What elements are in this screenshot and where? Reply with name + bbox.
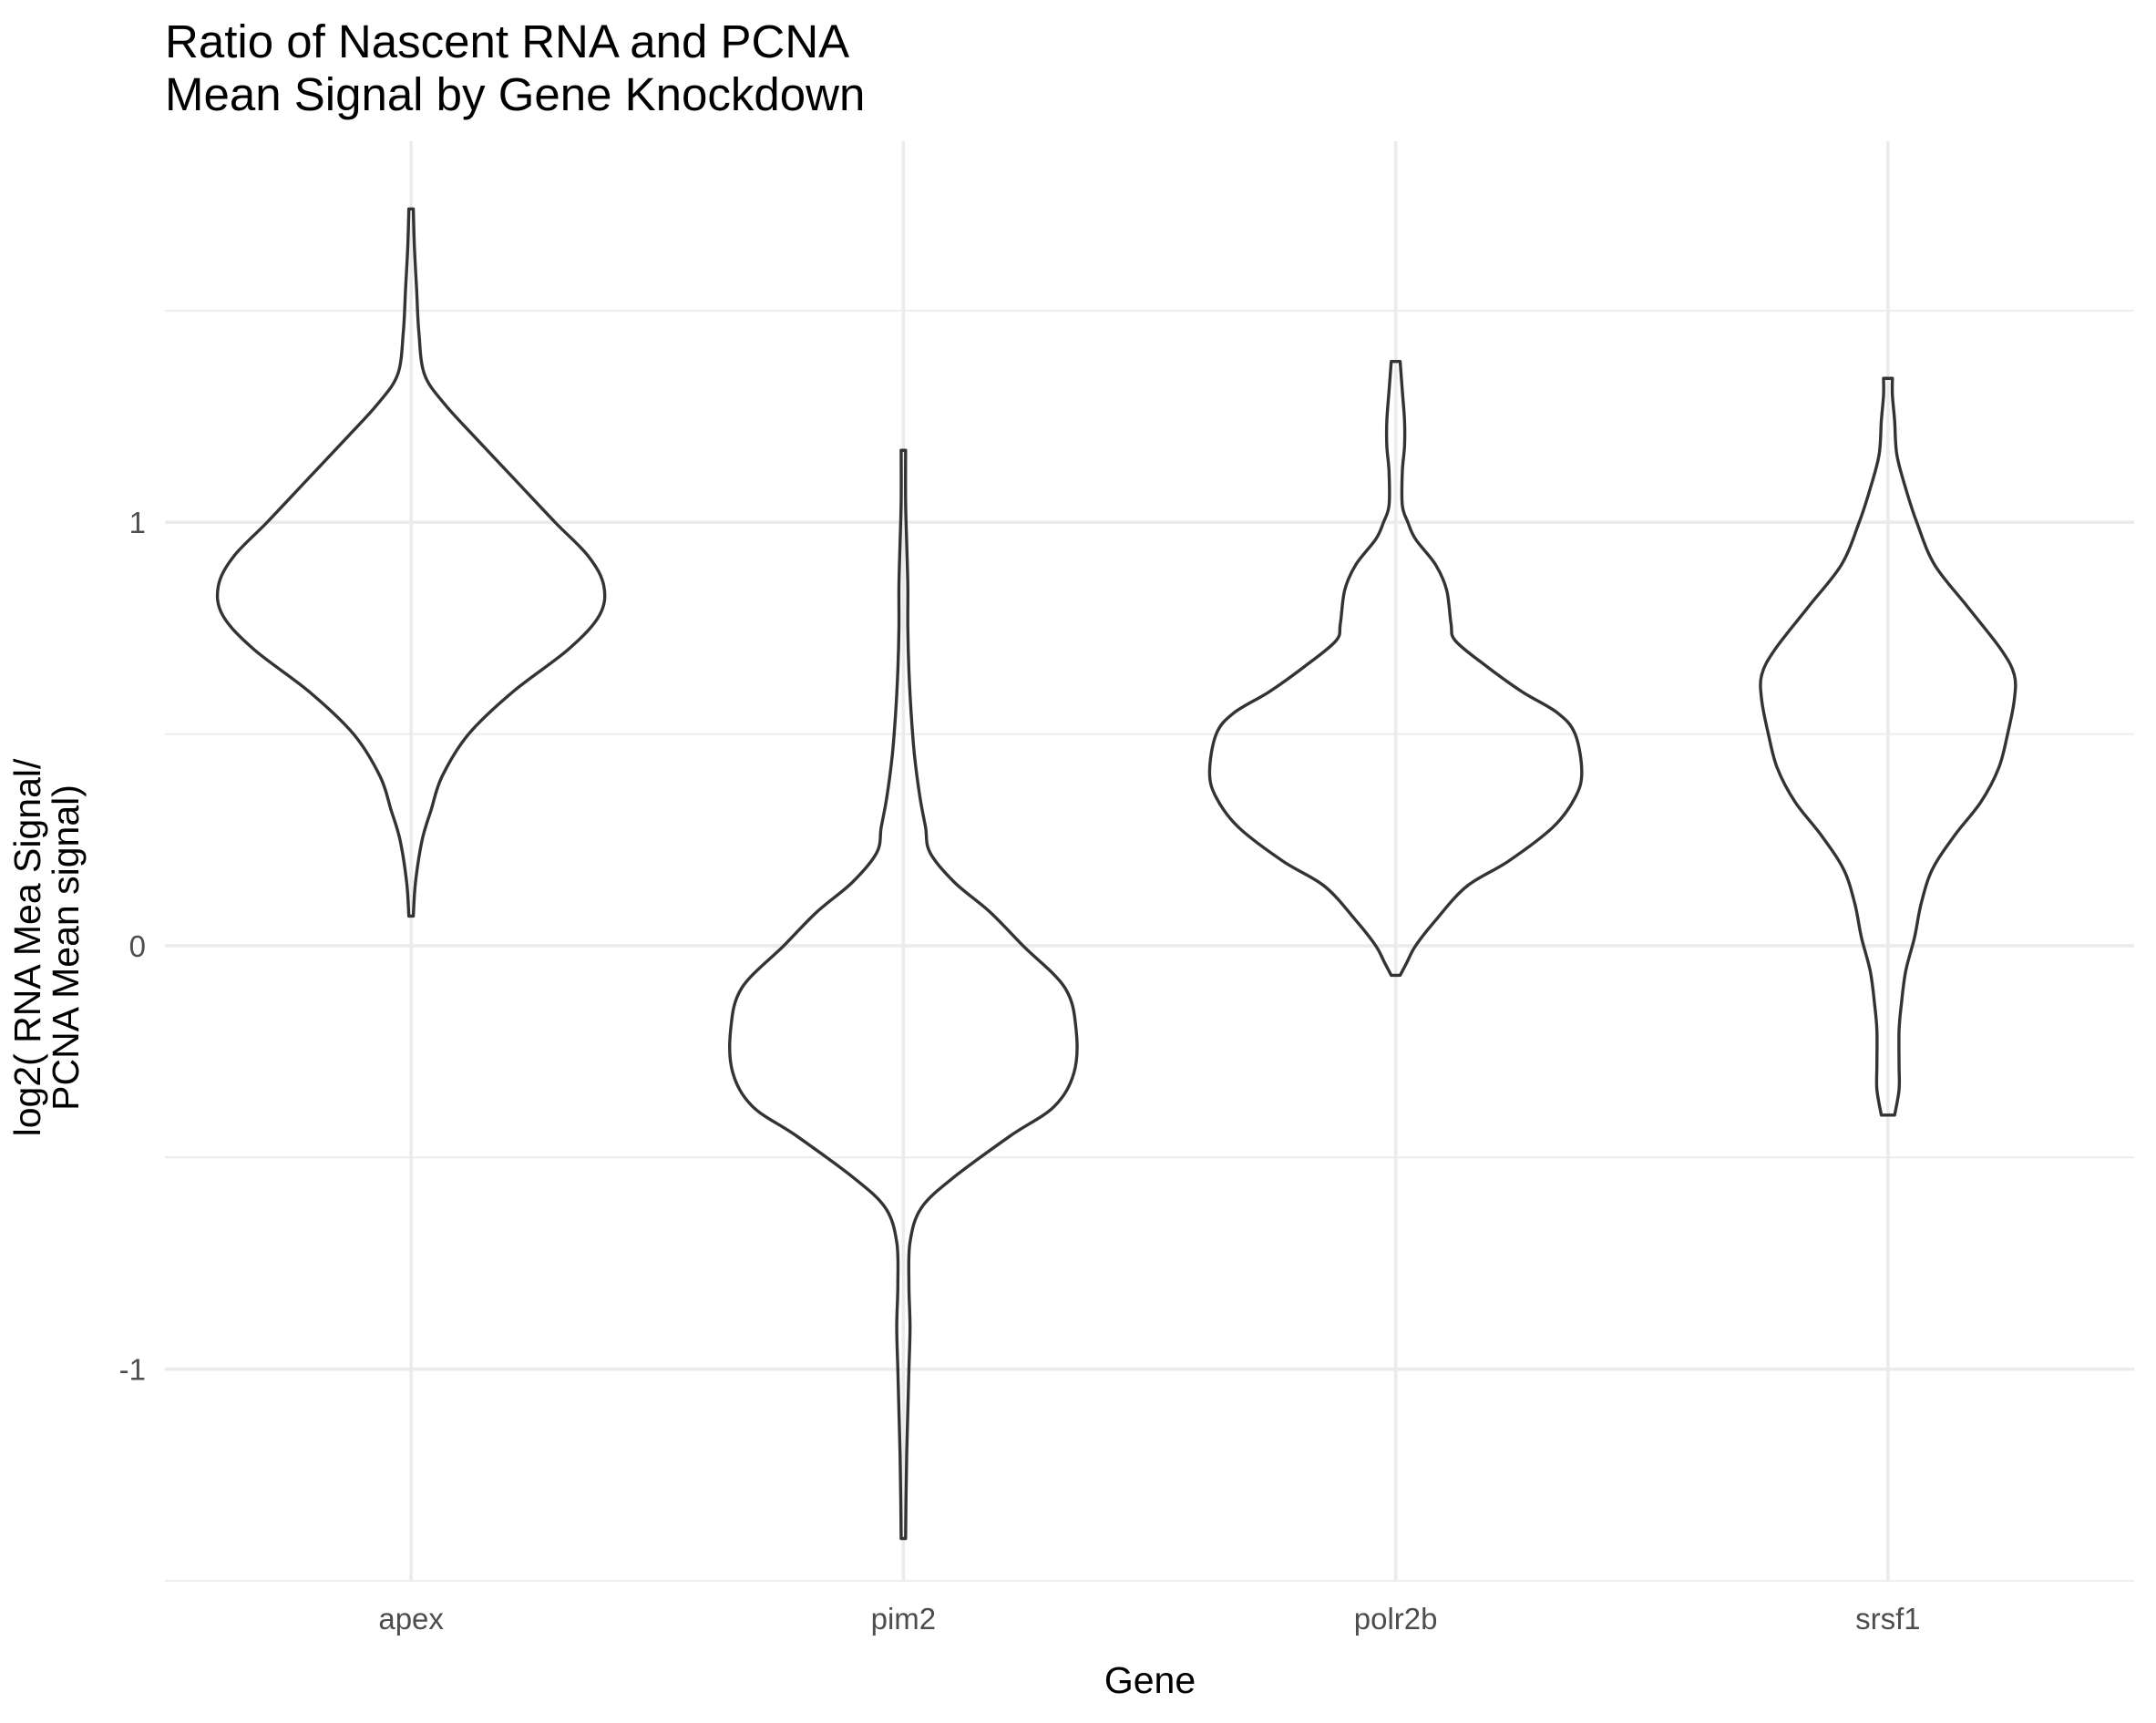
violin-apex [215,207,607,918]
minor-gridlines [165,309,2134,1582]
major-gridlines [165,141,2134,1581]
x-tick-label-pim2: pim2 [871,1602,937,1636]
x-tick-label-polr2b: polr2b [1354,1602,1438,1636]
chart-title-line-1: Ratio of Nascent RNA and PCNA [165,15,849,67]
x-tick-label-apex: apex [378,1602,444,1636]
y-axis-title-line-1: log2( RNA Mea Signal/ [6,758,48,1136]
y-tick-label-0: 0 [129,929,146,963]
x-axis-title: Gene [1104,1659,1196,1701]
violins [215,207,2017,1541]
violin-polr2b [1207,359,1584,978]
chart-title-line-2: Mean Signal by Gene Knockdown [165,68,865,120]
y-axis-title: log2( RNA Mea Signal/ PCNA Mean signal) [6,758,87,1136]
x-tick-label-srsf1: srsf1 [1855,1602,1921,1636]
y-tick-label--1: -1 [119,1353,146,1387]
violin-pim2 [728,448,1079,1541]
y-axis-title-line-2: PCNA Mean signal) [45,785,87,1111]
tick-labels: -1 0 1 apex pim2 polr2b srsf1 [119,506,1921,1636]
y-tick-label-1: 1 [129,506,146,539]
violin-srsf1 [1759,376,2017,1117]
